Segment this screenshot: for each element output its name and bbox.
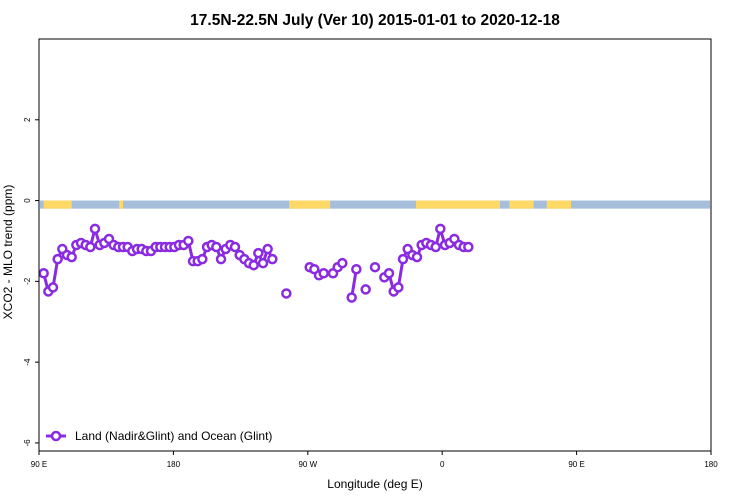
y-axis: 2 0 -2 -4 -6	[23, 117, 39, 446]
data-point	[52, 253, 63, 265]
data-point	[85, 241, 96, 253]
data-point	[360, 284, 371, 295]
data-point	[337, 257, 348, 269]
series-layer	[38, 223, 474, 303]
data-point	[351, 263, 362, 275]
y-tick-label: -6	[23, 439, 32, 447]
y-tick-label: 0	[23, 198, 32, 203]
land-band	[416, 200, 501, 209]
data-point	[463, 241, 474, 253]
data-point	[183, 235, 194, 247]
land-ocean-strip	[40, 200, 710, 209]
data-point	[435, 223, 446, 235]
y-tick-label: -4	[23, 358, 32, 366]
series-line	[42, 227, 274, 293]
data-point	[253, 247, 264, 259]
x-tick-label: 180	[167, 460, 181, 469]
data-point	[229, 241, 241, 253]
x-tick-label: 90 E	[31, 460, 47, 469]
land-band	[292, 200, 331, 209]
data-point	[318, 268, 329, 279]
data-point	[430, 241, 441, 253]
data-point	[411, 251, 423, 263]
data-point	[66, 251, 77, 263]
land-band	[509, 200, 534, 209]
x-tick-label: 180	[704, 460, 718, 469]
legend-marker-swatch	[50, 430, 62, 442]
data-point	[47, 282, 59, 293]
x-tick-label: 90 E	[568, 460, 584, 469]
land-band	[546, 200, 571, 209]
x-axis: 90 E 180 90 W 0 90 E 180	[31, 451, 718, 469]
data-point	[281, 288, 292, 299]
x-tick-label: 90 W	[298, 460, 317, 469]
y-axis-label: XCO2 - MLO trend (ppm)	[1, 185, 15, 320]
x-tick-label: 0	[440, 460, 445, 469]
data-point	[346, 292, 357, 303]
data-point	[197, 253, 208, 265]
legend: Land (Nadir&Glint) and Ocean (Glint)	[46, 429, 272, 443]
legend-entry-label: Land (Nadir&Glint) and Ocean (Glint)	[75, 429, 272, 443]
chart-title: 17.5N-22.5N July (Ver 10) 2015-01-01 to …	[190, 12, 560, 29]
data-point	[369, 261, 381, 273]
data-point	[215, 253, 227, 265]
data-point	[397, 253, 409, 265]
land-band	[289, 200, 293, 209]
data-point	[257, 257, 269, 269]
data-point	[383, 268, 395, 279]
land-band	[119, 200, 123, 209]
data-point	[211, 241, 222, 253]
y-tick-label: -2	[23, 277, 32, 285]
ocean-band	[40, 200, 710, 209]
y-tick-label: 2	[23, 117, 32, 122]
data-point	[393, 282, 404, 293]
plot-frame	[38, 38, 712, 452]
land-band	[43, 200, 72, 209]
data-point	[89, 223, 101, 235]
data-point	[38, 268, 49, 279]
x-axis-label: Longitude (deg E)	[327, 477, 422, 491]
data-point	[262, 243, 273, 255]
data-point	[248, 259, 259, 271]
data-point	[267, 253, 278, 265]
